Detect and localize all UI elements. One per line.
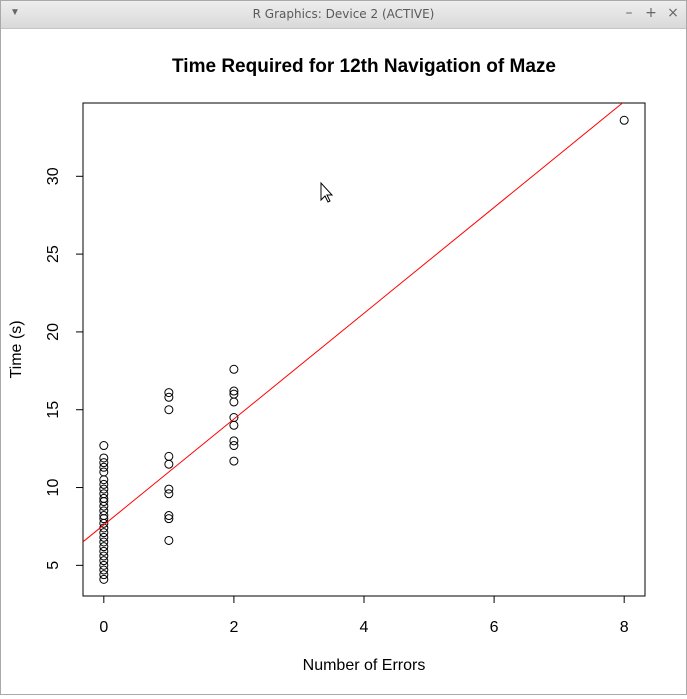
data-point — [99, 528, 109, 538]
y-tick-label: 25 — [45, 245, 62, 263]
x-tick-label: 8 — [620, 619, 629, 636]
data-point — [99, 484, 109, 494]
maximize-icon[interactable]: + — [645, 5, 657, 21]
data-point — [164, 388, 174, 398]
scatter-chart: Time Required for 12th Navigation of Maz… — [8, 56, 646, 674]
x-tick-label: 6 — [490, 619, 499, 636]
y-tick-label: 30 — [45, 167, 62, 185]
y-axis-label: Time (s) — [8, 320, 25, 378]
data-point — [99, 570, 109, 580]
data-point — [99, 574, 109, 584]
data-point — [99, 546, 109, 556]
data-point — [229, 420, 239, 430]
data-point — [229, 386, 239, 396]
data-point — [99, 560, 109, 570]
data-point — [229, 397, 239, 407]
data-points — [99, 115, 629, 584]
data-point — [99, 518, 109, 528]
data-point — [164, 489, 174, 499]
x-tick-label: 0 — [99, 619, 108, 636]
data-point — [164, 459, 174, 469]
data-point — [619, 115, 629, 125]
data-point — [164, 405, 174, 415]
window-title: R Graphics: Device 2 (ACTIVE) — [252, 7, 435, 21]
data-point — [164, 535, 174, 545]
data-point — [229, 441, 239, 451]
data-point — [99, 551, 109, 561]
title-bar[interactable]: ▼ R Graphics: Device 2 (ACTIVE) – + × — [1, 1, 686, 29]
data-point — [99, 479, 109, 489]
y-tick-label: 15 — [45, 401, 62, 419]
data-point — [99, 501, 109, 511]
data-point — [164, 514, 174, 524]
data-point — [99, 453, 109, 463]
y-tick-label: 20 — [45, 323, 62, 341]
data-point — [229, 364, 239, 374]
data-point — [99, 475, 109, 485]
data-point — [99, 497, 109, 507]
window-menu-icon[interactable]: ▼ — [10, 7, 20, 18]
y-axis: 5 10 15 20 25 30 — [45, 167, 84, 570]
data-point — [229, 413, 239, 423]
close-icon[interactable]: × — [667, 5, 679, 21]
data-point — [164, 451, 174, 461]
data-point — [99, 542, 109, 552]
plot-area: Time Required for 12th Navigation of Maz… — [1, 29, 686, 694]
mouse-cursor-icon — [320, 181, 334, 203]
data-point — [99, 532, 109, 542]
data-point — [164, 392, 174, 402]
data-point — [99, 537, 109, 547]
x-tick-label: 2 — [229, 619, 238, 636]
y-tick-label: 5 — [45, 561, 62, 570]
data-point — [99, 458, 109, 468]
data-point — [99, 441, 109, 451]
y-tick-label: 10 — [45, 479, 62, 497]
data-point — [164, 511, 174, 521]
regression-line — [83, 103, 624, 543]
data-point — [164, 484, 174, 494]
x-tick-label: 4 — [360, 619, 369, 636]
data-point — [99, 556, 109, 566]
x-axis: 0 2 4 6 8 — [99, 595, 629, 636]
data-point — [229, 456, 239, 466]
data-point — [99, 462, 109, 472]
minimize-icon[interactable]: – — [625, 5, 633, 21]
data-point — [99, 565, 109, 575]
x-axis-label: Number of Errors — [303, 657, 426, 674]
data-point — [99, 489, 109, 499]
data-point — [99, 514, 109, 524]
data-point — [99, 506, 109, 516]
data-point — [99, 467, 109, 477]
data-point — [229, 436, 239, 446]
chart-title: Time Required for 12th Navigation of Maz… — [172, 56, 556, 77]
